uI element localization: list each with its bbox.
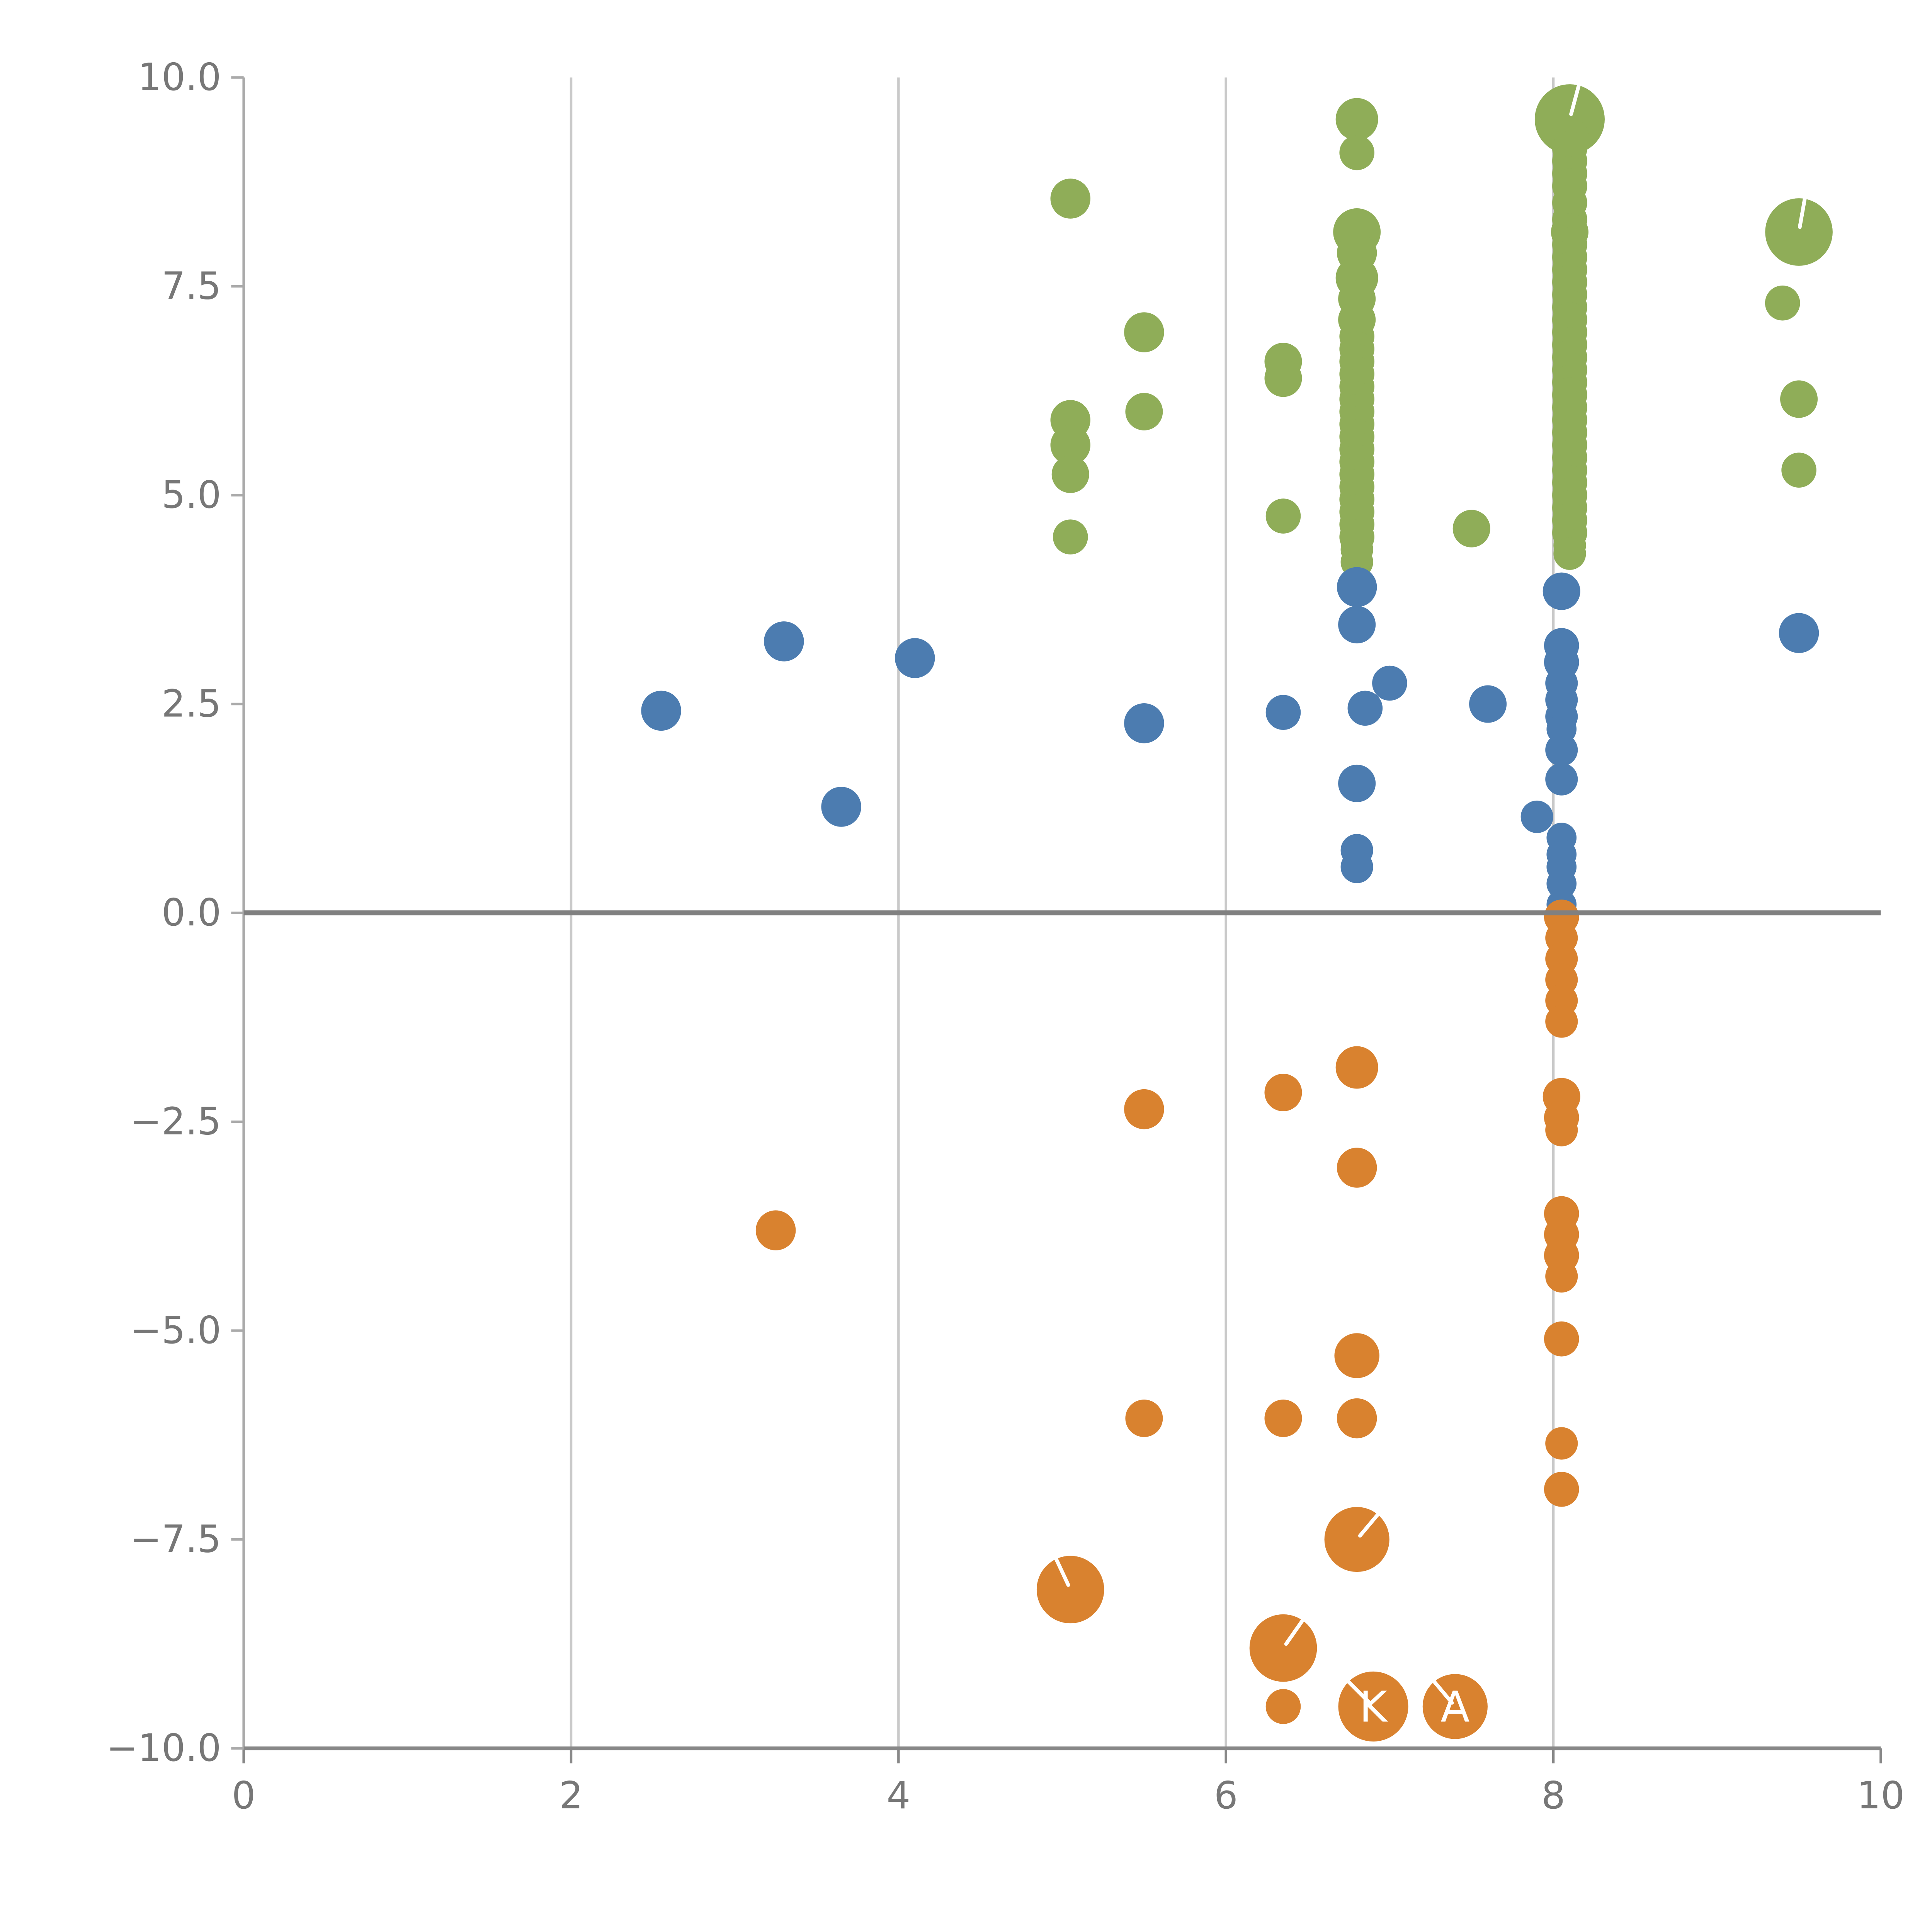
data-point-orange [1036, 1556, 1104, 1624]
x-tick-label: 4 [886, 1774, 910, 1817]
x-tick-label: 6 [1214, 1774, 1238, 1817]
data-point-blue [895, 638, 935, 678]
data-point-blue [1265, 695, 1301, 730]
data-point-orange [1264, 1073, 1302, 1111]
x-tick-label: 0 [232, 1774, 256, 1817]
bubble-tick-marks [1053, 82, 1807, 1705]
bubble-tick-mark [1284, 1617, 1306, 1646]
data-point-orange [1335, 1046, 1378, 1089]
data-point-blue [1338, 764, 1376, 802]
data-point-green [1051, 455, 1089, 493]
data-point-blue [1124, 703, 1164, 743]
data-point-blue [821, 787, 861, 827]
x-tick-label: 8 [1541, 1774, 1565, 1817]
data-point-orange [1422, 1674, 1488, 1739]
bubble-tick-mark [1798, 195, 1807, 229]
data-point-green [1265, 498, 1301, 534]
data-point-orange [1124, 1089, 1164, 1129]
data-point-blue [1338, 606, 1376, 644]
data-point-green [1452, 510, 1490, 548]
data-point-blue [1520, 800, 1553, 833]
bubble-tick-mark [1053, 1555, 1070, 1587]
data-point-green [1781, 452, 1816, 488]
data-point-green [1050, 179, 1090, 219]
data-point-blue [1347, 690, 1383, 726]
y-tick-label: 7.5 [162, 264, 221, 308]
data-point-orange [1544, 1321, 1579, 1357]
data-point-green [1125, 393, 1163, 430]
data-point-blue [1543, 572, 1580, 610]
y-tick-label: 10.0 [138, 55, 221, 99]
data-point-green [1053, 519, 1088, 554]
data-point-green [1553, 537, 1586, 570]
y-tick-label: −2.5 [130, 1099, 221, 1143]
data-point-orange [1324, 1507, 1389, 1572]
data-point-orange [1265, 1689, 1301, 1724]
series-blue [641, 567, 1819, 920]
x-axis-ticks: 0 2 4 6 8 10 [232, 1748, 1905, 1817]
y-tick-label: 0.0 [162, 891, 221, 934]
bubble-tick-mark [1345, 1679, 1372, 1705]
data-point-orange [1337, 1398, 1377, 1439]
data-point-blue [1340, 850, 1373, 883]
data-point-orange [1264, 1400, 1302, 1437]
data-point-orange [1545, 1005, 1578, 1038]
data-point-green [1765, 285, 1800, 321]
data-point-orange [1125, 1400, 1163, 1437]
y-tick-label: −10.0 [106, 1726, 221, 1770]
x-tick-label: 2 [559, 1774, 583, 1817]
x-tick-label: 10 [1857, 1774, 1905, 1817]
series-orange [755, 900, 1580, 1742]
data-point-blue [1469, 685, 1507, 723]
data-point-orange [1337, 1148, 1377, 1188]
y-axis-ticks: 10.0 7.5 5.0 2.5 0.0 −2.5 −5.0 −7.5 −10.0 [106, 55, 244, 1770]
data-point-green [1050, 425, 1090, 465]
data-point-blue [764, 621, 804, 662]
y-tick-label: 5.0 [162, 473, 221, 517]
data-point-blue [1545, 763, 1578, 796]
data-point-orange [1544, 1472, 1579, 1507]
data-point-blue [1337, 567, 1377, 607]
data-point-orange [1545, 1260, 1578, 1293]
data-point-blue [1779, 613, 1819, 653]
data-point-orange [1545, 1114, 1578, 1146]
series-green [1050, 84, 1833, 578]
data-point-green [1335, 98, 1378, 141]
bubble-label: K [1359, 1682, 1388, 1731]
data-point-green [1339, 135, 1374, 170]
data-point-blue [1545, 733, 1578, 766]
data-point-blue [641, 690, 681, 731]
data-point-blue [1546, 869, 1577, 899]
data-point-orange [1334, 1333, 1379, 1378]
bubble-label: A [1440, 1682, 1469, 1731]
y-tick-label: 2.5 [162, 682, 221, 725]
data-point-green [1124, 312, 1164, 352]
bubble-tick-mark [1569, 82, 1581, 116]
data-point-orange [1249, 1614, 1317, 1682]
data-point-green [1780, 380, 1818, 418]
data-point-orange [755, 1210, 796, 1250]
data-point-orange [1545, 1427, 1578, 1460]
y-tick-label: −7.5 [130, 1517, 221, 1561]
data-point-green [1264, 359, 1302, 397]
bubble-tick-mark [1358, 1511, 1381, 1538]
y-tick-label: −5.0 [130, 1308, 221, 1352]
bubble-tick-mark [1431, 1678, 1454, 1705]
data-point-blue [1372, 665, 1407, 701]
data-point-green [1765, 198, 1833, 266]
